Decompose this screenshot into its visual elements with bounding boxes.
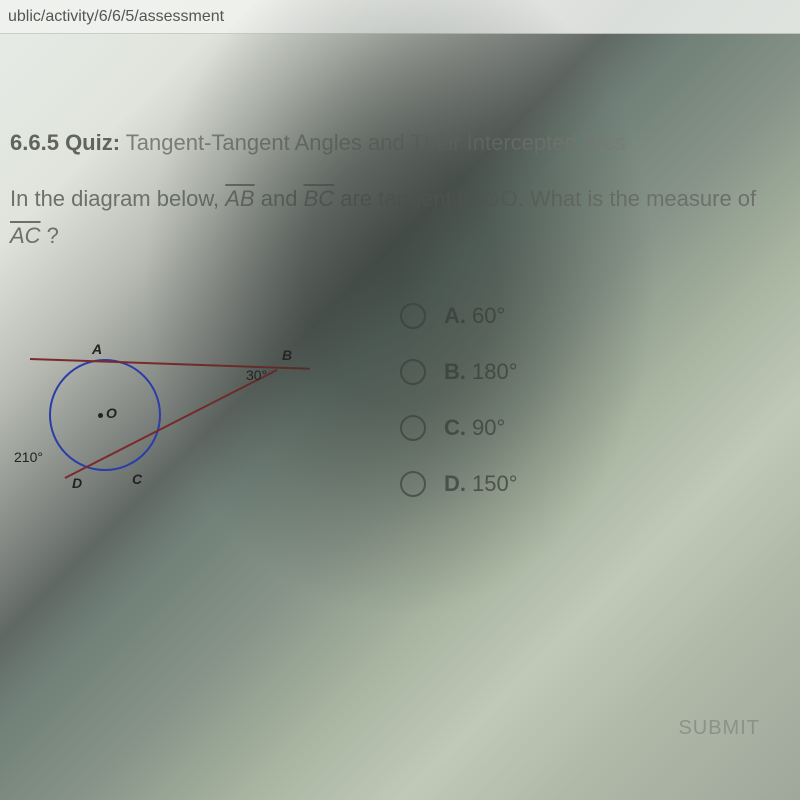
url-bar: ublic/activity/6/6/5/assessment (0, 0, 800, 34)
circle-symbol: ⊙ (482, 180, 500, 217)
label-O: O (106, 405, 117, 421)
q-prefix: In the diagram below, (10, 186, 225, 211)
arc-210: 210° (14, 449, 43, 465)
radio-icon[interactable] (400, 359, 426, 385)
answer-option-B[interactable]: B.180° (400, 359, 790, 385)
answer-value: 150° (472, 471, 518, 496)
segment-BC: BC (304, 186, 335, 211)
answer-letter: D. (444, 471, 466, 496)
answer-letter: B. (444, 359, 466, 384)
angle-B: 30° (246, 367, 267, 383)
label-A: A (92, 341, 102, 357)
diagram-column: O A B C D 30° 210° (10, 285, 340, 545)
answer-option-A[interactable]: A.60° (400, 303, 790, 329)
circle-center: O (501, 186, 518, 211)
arc-AC: AC (10, 223, 41, 248)
radio-icon[interactable] (400, 415, 426, 441)
url-text: ublic/activity/6/6/5/assessment (8, 8, 224, 26)
label-C: C (132, 471, 142, 487)
answer-option-C[interactable]: C.90° (400, 415, 790, 441)
label-B: B (282, 347, 292, 363)
answer-option-D[interactable]: D.150° (400, 471, 790, 497)
body-row: O A B C D 30° 210° A.60° (10, 285, 790, 545)
geometry-diagram: O A B C D 30° 210° (10, 305, 330, 525)
answer-value: 180° (472, 359, 518, 384)
answer-letter: C. (444, 415, 466, 440)
content-area: 6.6.5 Quiz: Tangent-Tangent Angles and T… (0, 130, 800, 545)
label-D: D (72, 475, 82, 491)
answer-value: 90° (472, 415, 505, 440)
radio-icon[interactable] (400, 303, 426, 329)
radio-icon[interactable] (400, 471, 426, 497)
q-mid1: and (261, 186, 304, 211)
quiz-topic: Tangent-Tangent Angles and Their Interce… (126, 130, 626, 155)
line-AB (30, 358, 310, 370)
diagram-circle (49, 359, 161, 471)
submit-button[interactable]: SUBMIT (678, 717, 760, 740)
q-mid2: are tangent to (340, 186, 482, 211)
q-mid3: . What is the measure of (518, 186, 756, 211)
quiz-label: Quiz: (65, 130, 120, 155)
answer-value: 60° (472, 303, 505, 328)
center-dot (98, 413, 103, 418)
segment-AB: AB (225, 186, 254, 211)
answer-letter: A. (444, 303, 466, 328)
quiz-header: 6.6.5 Quiz: Tangent-Tangent Angles and T… (10, 130, 790, 156)
question-text: In the diagram below, AB and BC are tang… (10, 180, 790, 255)
q-suffix: ? (41, 223, 59, 248)
quiz-number: 6.6.5 (10, 130, 59, 155)
answers-column: A.60° B.180° C.90° D.150° (340, 285, 790, 545)
